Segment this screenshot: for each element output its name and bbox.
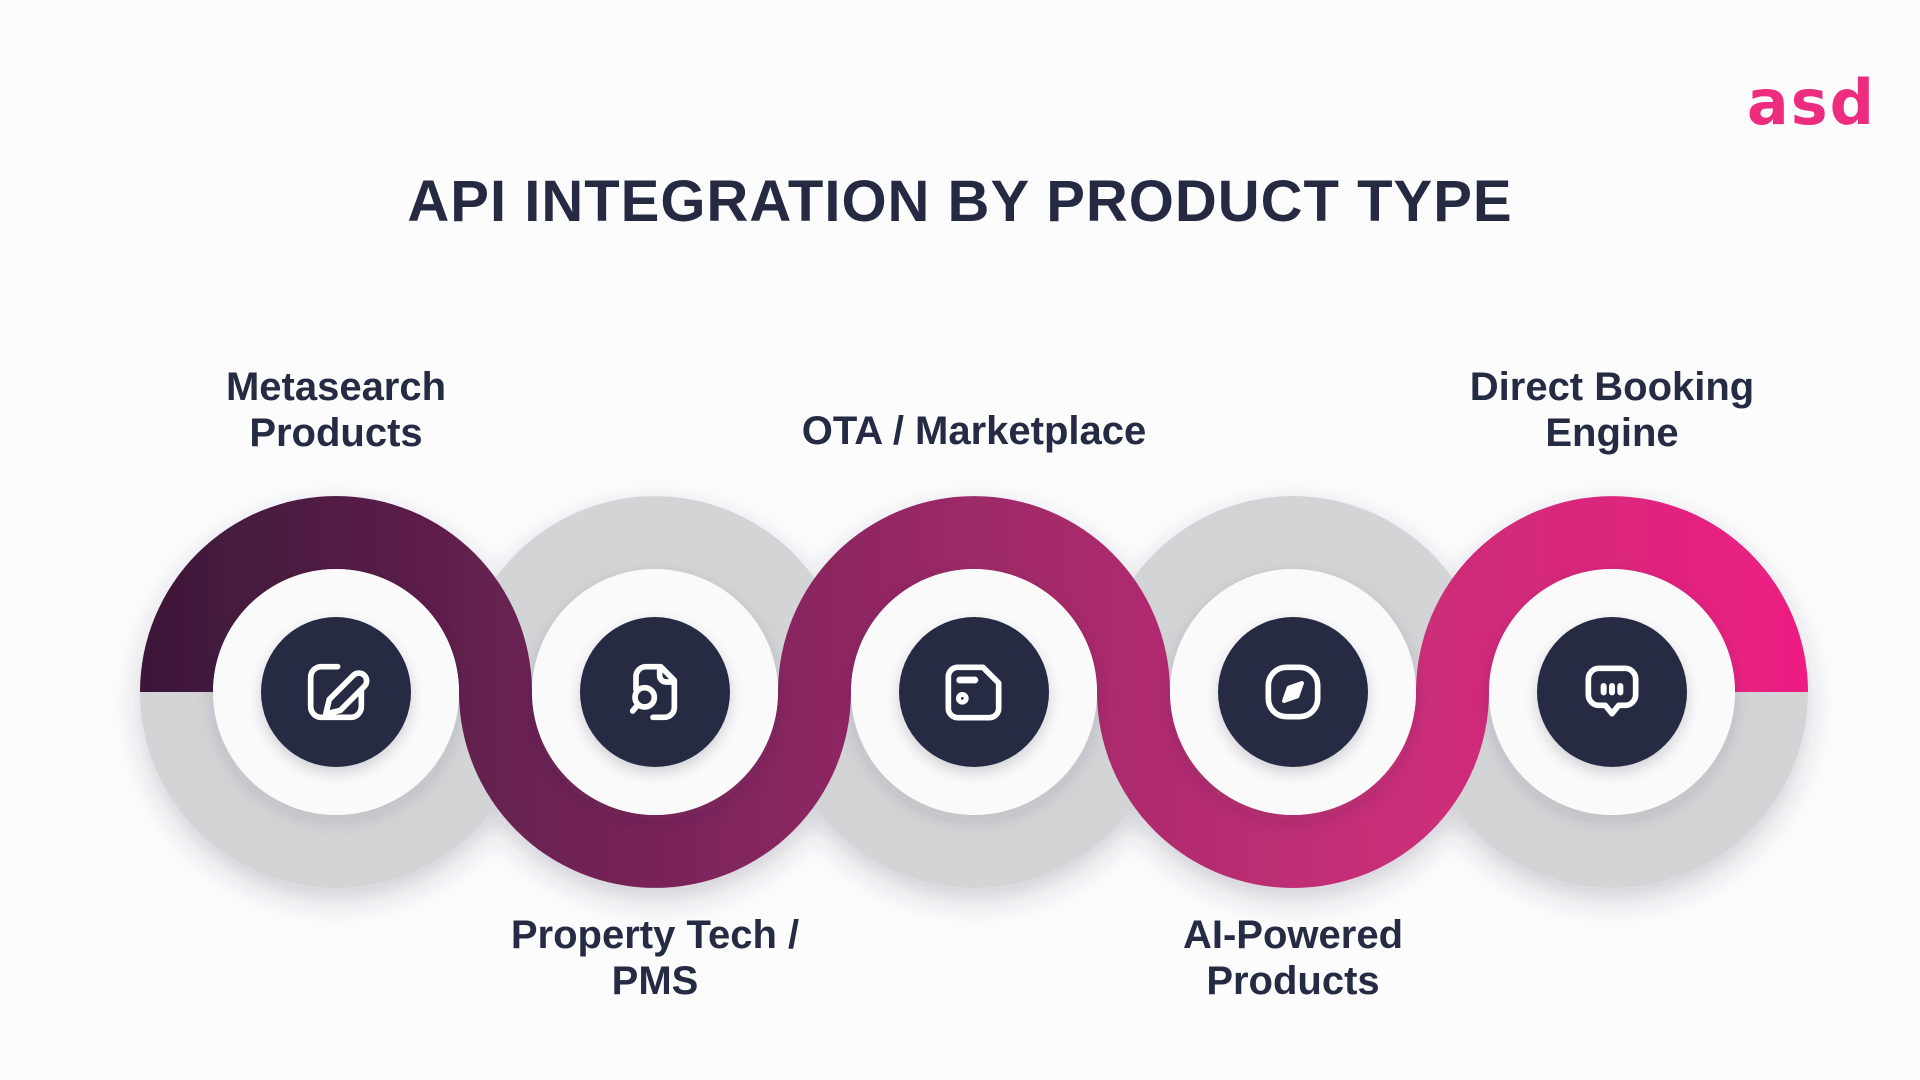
node-disc-ai-powered — [1218, 617, 1368, 767]
tag-save-icon — [945, 664, 1002, 721]
serpentine-band — [140, 496, 1808, 888]
gray-ring-segment — [778, 692, 1170, 888]
gray-ring-segment — [140, 692, 532, 888]
document-search-icon — [629, 663, 678, 721]
node-label-metasearch: Metasearch Products — [225, 365, 447, 456]
node-label-ota-marketplace: OTA / Marketplace — [801, 409, 1147, 453]
node-label-ai-powered: AI-Powered Products — [1182, 913, 1404, 1004]
gray-ring-segment — [459, 496, 851, 692]
node-label-direct-booking: Direct Booking Engine — [1469, 365, 1755, 456]
brand-logo: asd — [1746, 66, 1876, 139]
compass-icon — [1265, 664, 1321, 720]
page-title: API INTEGRATION BY PRODUCT TYPE — [407, 169, 1513, 234]
node-disc-property-tech — [580, 617, 730, 767]
node-label-property-tech: Property Tech / PMS — [510, 913, 800, 1004]
node-disc-ota-marketplace — [899, 617, 1049, 767]
gray-ring-segment — [1097, 496, 1489, 692]
gray-ring-segment — [1416, 692, 1808, 888]
edit-compose-icon — [307, 663, 370, 721]
node-disc-direct-booking — [1537, 617, 1687, 767]
chat-typing-icon — [1585, 665, 1639, 717]
node-disc-metasearch — [261, 617, 411, 767]
